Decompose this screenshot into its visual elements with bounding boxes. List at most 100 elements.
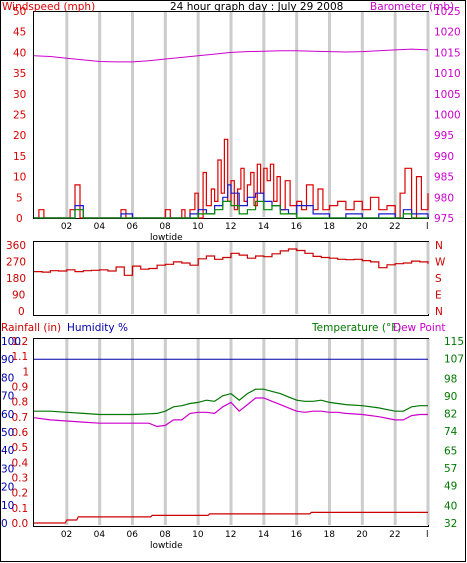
humidity-tick-label: 60 (1, 409, 14, 421)
rainfall-line (34, 511, 428, 524)
barometer-tick-label: 980 (434, 192, 454, 204)
wind-direction-line (34, 248, 429, 276)
humidity-tick-label: 10 (1, 500, 14, 512)
temperature-tick-label: 98 (444, 373, 457, 385)
x-tick-label: 10 (192, 530, 204, 540)
temperature-tick-label: 90 (444, 391, 457, 403)
dewpoint-axis-label: Dew Point (393, 322, 446, 334)
humidity-tick-label: 50 (1, 427, 14, 439)
x-tick-label: 16 (291, 530, 303, 540)
windspeed-tick-label: 40 (13, 47, 26, 59)
temperature-line (34, 388, 428, 416)
humidity-tick-label: 40 (1, 445, 14, 457)
barometer-tick-label: 995 (434, 130, 454, 142)
rain-tick-label: 0.2 (12, 488, 29, 500)
rain-tick-label: 0.4 (12, 457, 29, 469)
humidity-tick-label: 90 (1, 354, 14, 366)
rain-tick-label: 1.2 (12, 336, 29, 348)
rain-tick-label: 0.3 (12, 473, 29, 485)
barometer-axis-label: Barometer (mb) (370, 1, 454, 13)
x-tick-label: 08 (159, 222, 171, 232)
direction-tick-label: 360 (6, 240, 26, 252)
rain-tick-label: 0.1 (12, 503, 29, 515)
lowtide-label-bottom: lowtide (150, 541, 183, 551)
temperature-tick-label: 49 (444, 481, 457, 493)
windspeed-tick-label: 35 (13, 68, 26, 80)
windspeed-tick-label: 25 (13, 110, 26, 122)
temp-humidity-rain-panel: 0.0 0.1 0.2 0.3 0.4 0.5 0.6 0.7 0.8 0.9 1 1.1 1.2 0 10… (1, 322, 464, 551)
barometer-tick-label: 1025 (434, 6, 461, 18)
x-tick-label: 20 (356, 222, 368, 232)
rain-tick-label: 0.5 (12, 442, 29, 454)
windspeed-tick-label: 45 (13, 27, 26, 39)
x-tick-label: 22 (389, 222, 400, 232)
windspeed-tick-label: 15 (13, 151, 26, 163)
windspeed-tick-label: 0 (16, 213, 23, 225)
windspeed-tick-label: 10 (13, 172, 26, 184)
x-tick-label: 04 (94, 530, 106, 540)
x-tick-label: 14 (258, 530, 270, 540)
barometer-tick-label: 975 (434, 213, 454, 225)
barometer-tick-label: 1000 (434, 110, 461, 122)
humidity-tick-label: 20 (1, 482, 14, 494)
barometer-tick-label: 1020 (434, 27, 461, 39)
temperature-tick-label: 82 (444, 408, 457, 420)
temperature-tick-label: 115 (444, 336, 464, 348)
compass-tick-label: W (435, 257, 446, 269)
rain-tick-label: 0.9 (12, 382, 29, 394)
humidity-axis-label: Humidity % (67, 322, 128, 334)
x-tick-label: 14 (258, 222, 270, 232)
temperature-tick-label: 40 (444, 500, 457, 512)
x-tick-label: 12 (225, 222, 236, 232)
humidity-tick-label: 0 (1, 518, 8, 530)
average-wind-line (34, 200, 428, 219)
x-tick-label: 12 (225, 530, 236, 540)
windspeed-tick-label: 30 (13, 89, 26, 101)
barometer-line (33, 48, 429, 63)
x-tick-label: l (426, 222, 429, 232)
x-tick-label: 08 (159, 530, 171, 540)
temperature-tick-label: 65 (444, 446, 457, 458)
compass-tick-label: S (435, 273, 442, 285)
windspeed-axis-label: Windspeed (mph) (2, 1, 95, 13)
x-tick-label: 18 (324, 530, 336, 540)
rain-tick-label: 0.6 (12, 427, 29, 439)
rain-tick-label: 0.0 (12, 518, 29, 530)
windspeed-tick-label: 50 (13, 6, 26, 18)
x-tick-label: l (426, 530, 429, 540)
x-tick-label: 10 (192, 222, 204, 232)
wind-barometer-panel: 0510152025303540455097598098599099510001… (2, 1, 461, 243)
barometer-tick-label: 985 (434, 172, 454, 184)
humidity-tick-label: 70 (1, 391, 14, 403)
humidity-tick-label: 100 (1, 336, 21, 348)
x-tick-label: 02 (61, 222, 72, 232)
x-tick-label: 20 (356, 530, 368, 540)
rain-tick-label: 0.8 (12, 397, 29, 409)
x-tick-label: 04 (94, 222, 106, 232)
rain-tick-label: 1 (23, 366, 30, 378)
barometer-tick-label: 1005 (434, 89, 461, 101)
windspeed-tick-label: 5 (16, 192, 23, 204)
x-tick-label: 16 (291, 222, 303, 232)
x-tick-label: 06 (127, 222, 139, 232)
temperature-tick-label: 57 (444, 463, 457, 475)
x-tick-label: 02 (61, 530, 72, 540)
barometer-tick-label: 1015 (434, 47, 461, 59)
temperature-tick-label: 32 (444, 518, 457, 530)
humidity-tick-label: 30 (1, 463, 14, 475)
direction-tick-label: 90 (12, 290, 25, 302)
chart-title: 24 hour graph day : July 29 2008 (170, 1, 343, 13)
dewpoint-line (33, 397, 428, 428)
compass-tick-label: E (435, 290, 442, 302)
windspeed-tick-label: 20 (13, 130, 26, 142)
compass-tick-label: N (435, 240, 443, 252)
direction-tick-label: 180 (6, 273, 26, 285)
x-tick-label: 22 (389, 530, 400, 540)
temperature-tick-label: 107 (444, 354, 464, 366)
barometer-tick-label: 990 (434, 151, 454, 163)
lowtide-label-top: lowtide (150, 233, 183, 243)
compass-tick-label: N (435, 306, 443, 318)
x-tick-label: 06 (127, 530, 139, 540)
